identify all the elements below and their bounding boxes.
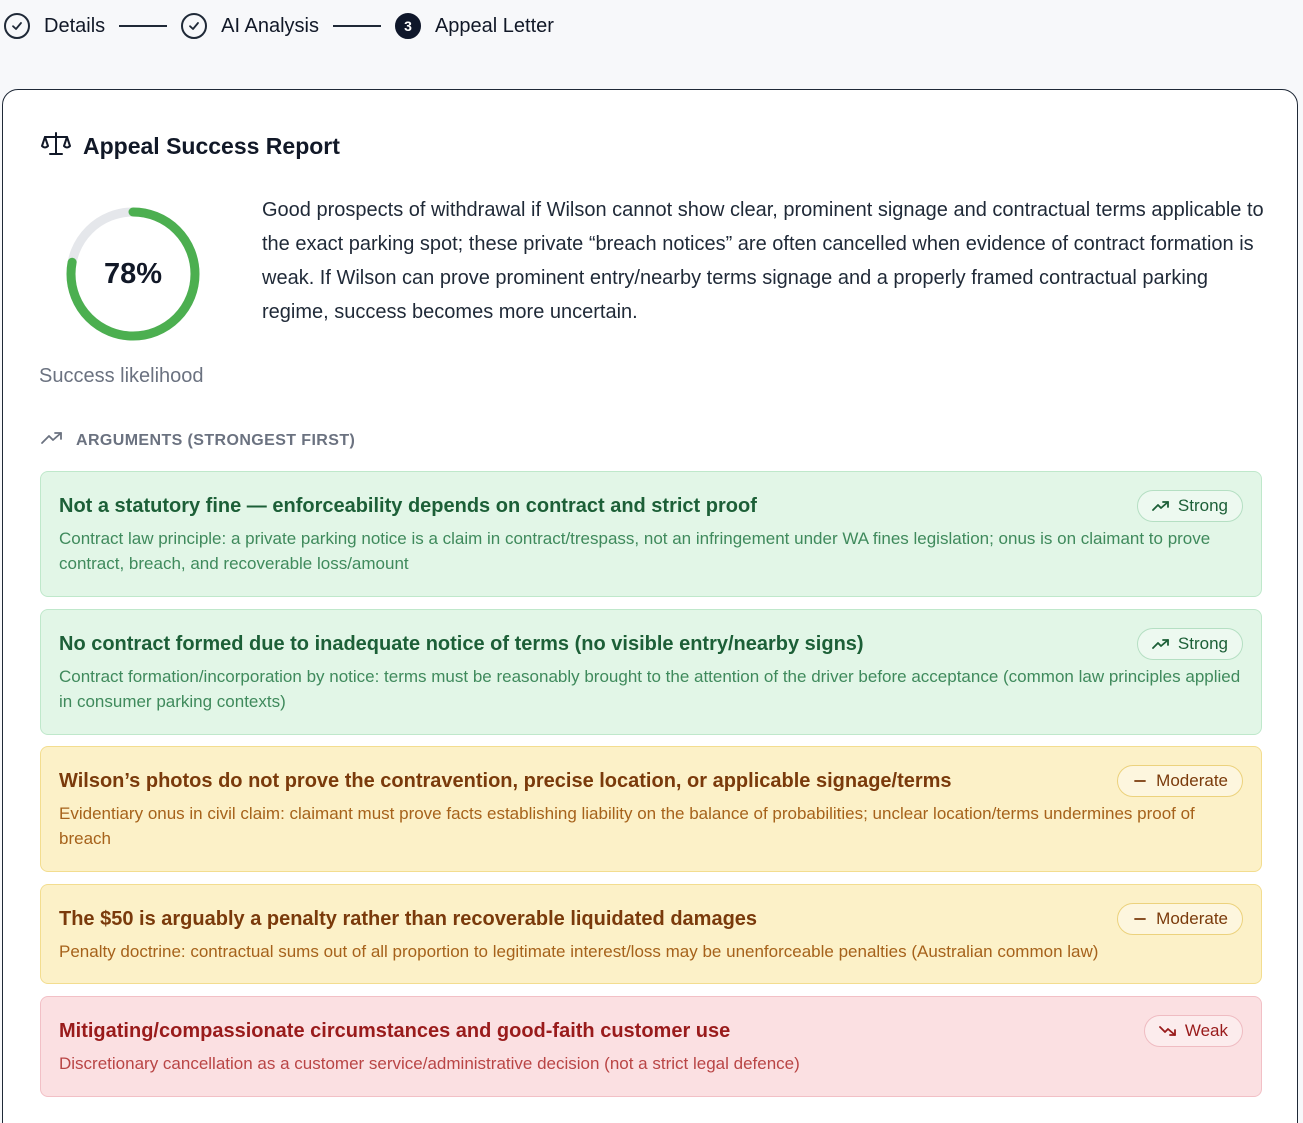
step-details[interactable]: Details bbox=[4, 13, 105, 39]
argument-title: Mitigating/compassionate circumstances a… bbox=[59, 1020, 731, 1042]
strength-label: Strong bbox=[1177, 496, 1228, 515]
appeal-success-report-card: Appeal Success Report 78% Success likeli… bbox=[2, 89, 1298, 1123]
arguments-heading-text: ARGUMENTS (STRONGEST FIRST) bbox=[76, 431, 356, 449]
argument-title: Not a statutory fine — enforceability de… bbox=[59, 495, 757, 517]
argument-card: No contract formed due to inadequate not… bbox=[40, 609, 1262, 735]
strength-badge: Strong bbox=[1136, 490, 1243, 522]
minus-icon bbox=[1132, 775, 1148, 787]
progress-stepper: Details AI Analysis 3 Appeal Letter bbox=[4, 12, 554, 40]
argument-title: Wilson’s photos do not prove the contrav… bbox=[59, 770, 952, 792]
step-connector bbox=[332, 25, 381, 27]
strength-badge: Strong bbox=[1136, 628, 1243, 660]
strength-label: Moderate bbox=[1156, 909, 1228, 928]
strength-badge: Moderate bbox=[1117, 765, 1243, 797]
argument-description: Contract formation/incorporation by noti… bbox=[59, 667, 1241, 711]
likelihood-gauge bbox=[66, 207, 200, 341]
likelihood-percentage: 78% bbox=[103, 257, 163, 290]
argument-description: Contract law principle: a private parkin… bbox=[59, 529, 1211, 573]
step-connector bbox=[119, 25, 168, 27]
step-label: AI Analysis bbox=[221, 14, 319, 37]
check-circle-icon bbox=[181, 13, 208, 39]
step-appeal-letter[interactable]: 3 Appeal Letter bbox=[394, 13, 554, 39]
check-circle-icon bbox=[4, 13, 30, 39]
step-label: Details bbox=[44, 14, 106, 37]
scale-icon bbox=[41, 130, 71, 163]
strength-label: Weak bbox=[1184, 1021, 1228, 1040]
argument-description: Discretionary cancellation as a customer… bbox=[59, 1054, 800, 1073]
trending-up-icon bbox=[40, 430, 64, 451]
argument-title: No contract formed due to inadequate not… bbox=[59, 633, 864, 655]
trending-down-icon bbox=[1158, 1025, 1177, 1037]
report-header: Appeal Success Report bbox=[41, 130, 340, 163]
strength-badge: Moderate bbox=[1117, 903, 1243, 935]
trending-up-icon bbox=[1152, 638, 1170, 650]
argument-card: The $50 is arguably a penalty rather tha… bbox=[40, 884, 1262, 984]
report-title: Appeal Success Report bbox=[83, 133, 340, 159]
argument-card: Wilson’s photos do not prove the contrav… bbox=[40, 746, 1262, 872]
step-label: Appeal Letter bbox=[434, 14, 554, 37]
trending-up-icon bbox=[1152, 500, 1170, 512]
argument-card: Mitigating/compassionate circumstances a… bbox=[40, 996, 1262, 1097]
gauge-progress-arc bbox=[66, 207, 200, 341]
likelihood-caption: Success likelihood bbox=[39, 365, 204, 387]
argument-description: Evidentiary onus in civil claim: claiman… bbox=[59, 804, 1195, 848]
strength-label: Moderate bbox=[1156, 771, 1228, 790]
step-number-badge: 3 bbox=[394, 13, 421, 39]
strength-label: Strong bbox=[1177, 634, 1228, 653]
argument-description: Penalty doctrine: contractual sums out o… bbox=[59, 942, 1099, 961]
argument-card: Not a statutory fine — enforceability de… bbox=[40, 471, 1262, 597]
minus-icon bbox=[1132, 913, 1148, 925]
strength-badge: Weak bbox=[1143, 1015, 1243, 1047]
arguments-heading: ARGUMENTS (STRONGEST FIRST) bbox=[40, 430, 355, 451]
report-summary: Good prospects of withdrawal if Wilson c… bbox=[262, 199, 1264, 323]
step-ai-analysis[interactable]: AI Analysis bbox=[181, 13, 319, 39]
argument-title: The $50 is arguably a penalty rather tha… bbox=[59, 908, 758, 930]
